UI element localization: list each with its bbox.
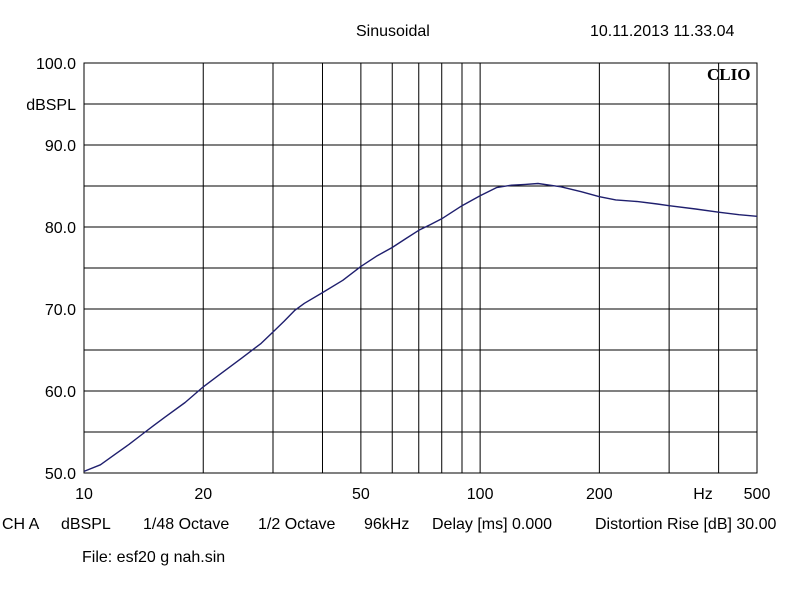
resolution-label: 1/2 Octave	[258, 516, 336, 533]
x-tick-label: 50	[352, 486, 370, 503]
y-tick-label: 100.0	[36, 56, 76, 73]
y-tick-label: 90.0	[45, 138, 76, 155]
y-tick-labels: 50.0 60.0 70.0 80.0 90.0 100.0	[36, 56, 76, 483]
x-axis-label: Hz	[693, 486, 713, 503]
y-tick-label: 70.0	[45, 302, 76, 319]
measurement-timestamp: 10.11.2013 11.33.04	[590, 23, 735, 40]
series-line	[83, 182, 758, 473]
y-tick-label: 60.0	[45, 384, 76, 401]
sample-rate-label: 96kHz	[364, 516, 410, 533]
x-tick-label: 10	[75, 486, 93, 503]
y-tick-label: 80.0	[45, 220, 76, 237]
series-layer	[83, 182, 758, 473]
x-tick-labels: 10 20 50 100 200 500	[75, 486, 770, 503]
x-tick-label: 500	[744, 486, 771, 503]
clio-logo: CLIO	[707, 65, 751, 84]
y-tick-label: 50.0	[45, 466, 76, 483]
distortion-rise-label: Distortion Rise [dB] 30.00	[595, 516, 777, 533]
unit-label: dBSPL	[61, 516, 111, 533]
channel-label: CH A	[2, 516, 40, 533]
file-name-label: File: esf20 g nah.sin	[82, 549, 226, 566]
x-tick-label: 100	[467, 486, 494, 503]
measurement-mode: Sinusoidal	[356, 23, 430, 40]
delay-label: Delay [ms] 0.000	[432, 516, 553, 533]
x-tick-label: 20	[194, 486, 212, 503]
y-axis-label: dBSPL	[26, 97, 76, 114]
plot-frame	[83, 62, 758, 474]
smoothing-label: 1/48 Octave	[143, 516, 230, 533]
x-tick-label: 200	[586, 486, 613, 503]
horizontal-grid	[84, 103, 757, 433]
